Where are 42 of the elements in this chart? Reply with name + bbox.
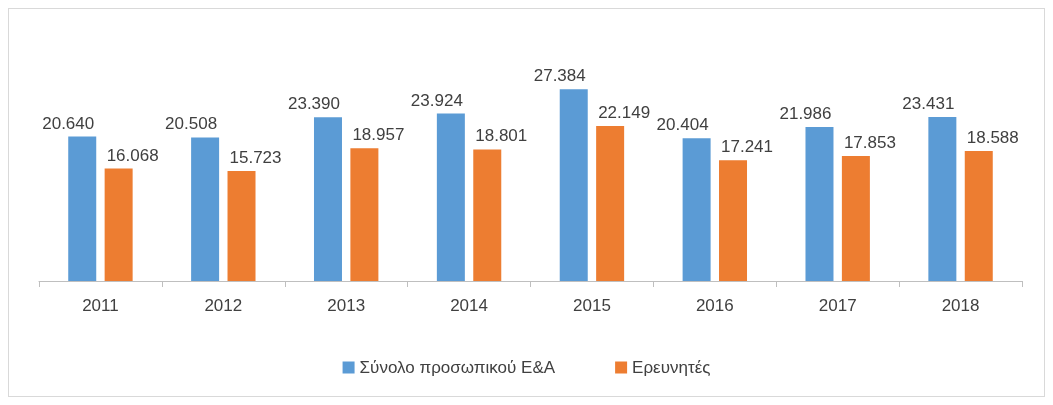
data-label: 20.404 xyxy=(656,115,709,135)
data-label: 18.801 xyxy=(475,126,528,146)
data-label: 18.588 xyxy=(966,127,1019,147)
data-label: 17.853 xyxy=(843,133,896,153)
x-tick-label: 2018 xyxy=(941,296,980,315)
x-tick-label: 2014 xyxy=(450,296,488,315)
x-tick-label: 2012 xyxy=(204,296,243,315)
data-label: 16.068 xyxy=(106,145,159,165)
legend-label: Σύνολο προσωπικού Ε&Α xyxy=(359,358,556,377)
x-tick-label: 2015 xyxy=(573,296,611,315)
bar xyxy=(964,150,993,281)
bar xyxy=(596,125,625,281)
data-label: 18.957 xyxy=(352,125,405,145)
legend-label: Ερευνητές xyxy=(632,358,711,377)
bar xyxy=(104,168,133,281)
bar xyxy=(227,170,256,281)
x-tick-label: 2016 xyxy=(695,296,734,315)
bar xyxy=(436,113,465,281)
x-tick-label: 2013 xyxy=(327,296,366,315)
x-tick-label: 2011 xyxy=(82,296,119,315)
bar xyxy=(928,116,957,281)
bar xyxy=(682,138,711,281)
data-label: 20.640 xyxy=(42,113,95,133)
bar xyxy=(473,149,502,281)
bar xyxy=(191,137,220,281)
bar xyxy=(313,117,342,281)
bar xyxy=(350,148,379,281)
data-label: 22.149 xyxy=(598,102,651,122)
bar xyxy=(805,127,834,281)
bar xyxy=(559,89,588,281)
bar xyxy=(68,136,97,281)
data-label: 23.390 xyxy=(287,94,340,114)
data-label: 20.508 xyxy=(165,114,218,134)
data-label: 17.241 xyxy=(721,137,774,157)
data-label: 27.384 xyxy=(533,66,586,86)
data-label: 15.723 xyxy=(229,147,282,167)
data-label: 23.924 xyxy=(410,90,463,110)
data-label: 21.986 xyxy=(779,104,832,124)
x-tick-label: 2017 xyxy=(818,296,857,315)
bar xyxy=(841,156,870,281)
bar xyxy=(719,160,748,281)
data-label: 23.431 xyxy=(902,93,955,113)
